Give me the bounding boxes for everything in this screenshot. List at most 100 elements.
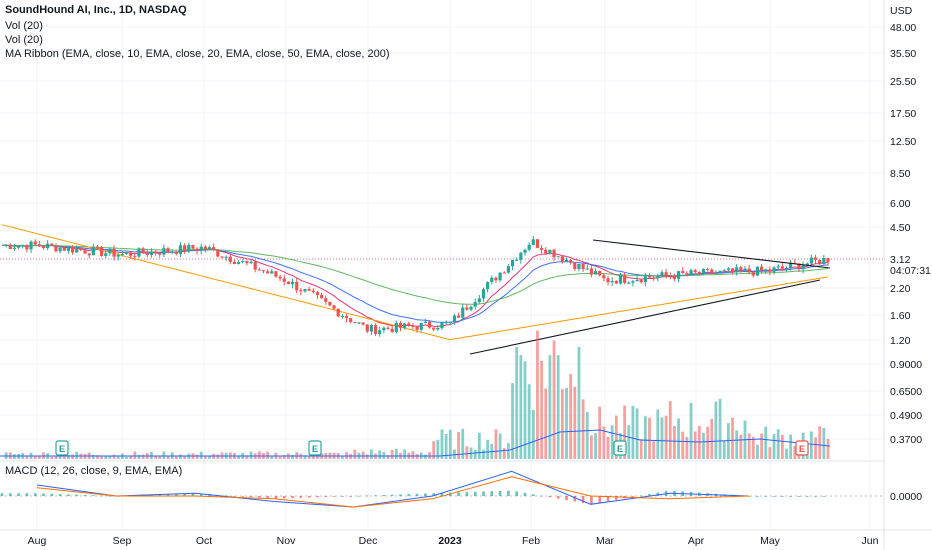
candle-body	[780, 266, 784, 269]
candle-body	[643, 276, 647, 283]
macd-histogram-bar	[100, 495, 103, 497]
candle-body	[224, 256, 228, 258]
candle-body	[257, 269, 261, 271]
volume-bar	[581, 399, 585, 459]
macd-histogram-bar	[233, 495, 236, 497]
volume-bar	[635, 408, 639, 459]
volume-bar	[245, 455, 249, 459]
volume-bar	[91, 454, 95, 459]
candle-body	[685, 273, 689, 275]
volume-bar	[112, 454, 116, 459]
ema-200-line	[1, 224, 829, 341]
candle-body	[87, 253, 91, 256]
volume-bar	[776, 429, 780, 459]
earnings-marker	[55, 440, 69, 456]
candle-body	[693, 270, 697, 273]
candle-body	[220, 256, 224, 258]
volume-bar	[378, 450, 382, 459]
time-tick: Jun	[862, 535, 879, 547]
macd-legend[interactable]: MACD (12, 26, close, 9, EMA, EMA)	[5, 465, 183, 477]
volume-bar	[486, 439, 490, 459]
vol-legend-1[interactable]: Vol (20)	[5, 20, 43, 32]
candle-body	[403, 323, 407, 328]
candle-body	[701, 268, 706, 274]
volume-bar	[179, 454, 182, 459]
candle-body	[473, 302, 477, 307]
volume-bar	[735, 430, 739, 459]
candle-body	[145, 253, 149, 255]
macd-histogram-bar	[407, 494, 411, 496]
macd-histogram-bar	[465, 492, 469, 496]
volume-bar	[639, 439, 643, 459]
candle-body	[311, 290, 315, 293]
candle-body	[427, 321, 432, 328]
earnings-label: E	[312, 444, 318, 455]
volume-bar	[681, 431, 685, 459]
volume-bar	[257, 451, 261, 459]
price-tick: 1.20	[890, 335, 911, 347]
macd-histogram-bar	[42, 493, 45, 496]
volume-bar	[270, 455, 274, 459]
candle-body	[618, 275, 623, 284]
candle-body	[606, 278, 610, 283]
candle-body	[735, 267, 739, 272]
macd-histogram-bar	[772, 496, 776, 497]
price-axis[interactable]: USD 48.00 35.50 25.50 17.50 12.50 8.50 6.00 4.50…	[890, 5, 931, 503]
macd-histogram-bar	[175, 493, 178, 496]
candle-body	[369, 325, 374, 332]
volume-bar	[668, 401, 672, 459]
earnings-marker	[795, 440, 809, 456]
time-axis[interactable]: Aug Sep Oct Nov Dec 2023 Feb Mar Apr May Jun	[28, 535, 879, 547]
ma-ribbon-legend[interactable]: MA Ribbon (EMA, close, 10, EMA, close, 2…	[5, 48, 390, 60]
macd-histogram-bar	[33, 493, 37, 496]
candle-body	[498, 272, 502, 281]
volume-bar	[660, 417, 664, 459]
price-tick: 4.50	[890, 222, 911, 234]
candle-body	[108, 248, 112, 254]
candle-body	[336, 308, 340, 317]
candle-body	[58, 247, 62, 252]
candle-body	[324, 298, 328, 302]
candle-body	[440, 322, 444, 328]
volume-bar	[291, 454, 294, 459]
candle-body	[714, 272, 718, 274]
volume-bar	[162, 451, 166, 459]
volume-bar	[67, 455, 70, 459]
volume-bar	[166, 456, 170, 459]
macd-histogram-bar	[390, 494, 394, 496]
symbol-title[interactable]: SoundHound AI, Inc., 1D, NASDAQ	[5, 4, 187, 16]
volume-bar	[203, 455, 207, 459]
volume-bar	[789, 434, 793, 459]
volume-bar	[473, 449, 477, 459]
countdown-label: 04:07:31	[890, 265, 931, 277]
time-tick: Oct	[196, 535, 212, 547]
candle-body	[490, 277, 494, 283]
volume-bar	[822, 428, 826, 459]
candle-body	[598, 271, 602, 276]
vol-legend-2[interactable]: Vol (20)	[5, 34, 43, 46]
volume-bar	[37, 456, 41, 459]
price-candles	[4, 236, 830, 337]
volume-bar	[693, 431, 697, 459]
candle-body	[261, 270, 266, 272]
volume-bar	[394, 448, 398, 459]
volume-bar	[116, 455, 120, 459]
candle-body	[212, 247, 216, 250]
macd-histogram-bar	[291, 496, 294, 499]
macd-histogram-bar	[764, 496, 768, 497]
volume-bar	[137, 454, 141, 459]
price-tick: 8.50	[890, 168, 911, 180]
macd-histogram-bar	[307, 496, 311, 498]
volume-bar	[125, 456, 128, 459]
volume-bar	[129, 455, 133, 459]
price-tick: 35.50	[890, 48, 916, 60]
candle-body	[386, 327, 390, 329]
ema-10-line	[1, 244, 829, 328]
triangle-trendlines[interactable]	[469, 239, 831, 355]
candle-body	[315, 292, 320, 296]
volume-bar	[436, 439, 440, 459]
candle-body	[407, 323, 411, 326]
candle-body	[170, 251, 174, 253]
